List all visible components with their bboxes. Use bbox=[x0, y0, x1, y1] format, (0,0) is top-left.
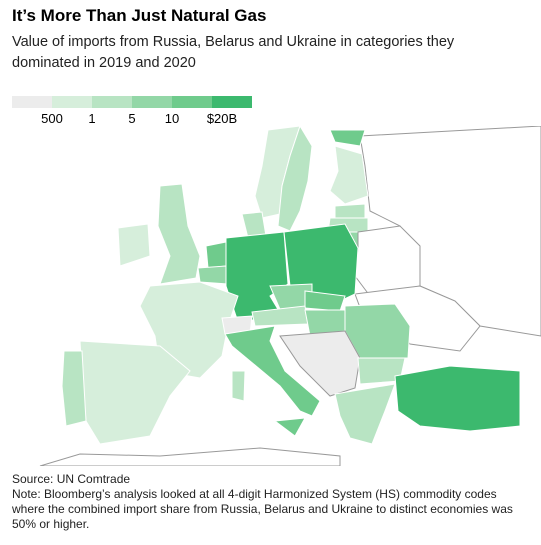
greece bbox=[334, 383, 396, 445]
africa bbox=[39, 447, 341, 466]
uk bbox=[157, 183, 201, 285]
source: Source: UN Comtrade bbox=[12, 472, 131, 486]
belgium bbox=[197, 265, 229, 285]
title: It’s More Than Just Natural Gas bbox=[12, 6, 267, 25]
subtitle: Value of imports from Russia, Belarus an… bbox=[12, 34, 455, 71]
north-russia bbox=[329, 129, 366, 147]
legend-label: 500 bbox=[41, 111, 63, 126]
countries bbox=[39, 126, 541, 466]
legend-swatch bbox=[12, 96, 52, 108]
balkans bbox=[279, 330, 361, 397]
netherlands bbox=[205, 241, 227, 269]
italy bbox=[224, 325, 321, 417]
sardinia bbox=[231, 370, 246, 402]
turkey bbox=[394, 365, 521, 432]
finland bbox=[329, 145, 369, 205]
footer: Source: UN Comtrade Note: Bloomberg’s an… bbox=[12, 472, 522, 532]
belarus bbox=[354, 225, 421, 297]
legend-swatch bbox=[172, 96, 212, 108]
legend-swatch bbox=[212, 96, 252, 108]
legend-label: 10 bbox=[164, 111, 180, 126]
portugal bbox=[61, 350, 87, 427]
map bbox=[39, 126, 541, 466]
ireland bbox=[117, 223, 151, 267]
sicily bbox=[273, 417, 306, 437]
legend-swatch bbox=[52, 96, 92, 108]
legend: 500 1 5 10 $20B bbox=[12, 96, 272, 128]
legend-swatch bbox=[92, 96, 132, 108]
legend-label: $20B bbox=[206, 111, 238, 126]
legend-label: 1 bbox=[88, 111, 96, 126]
legend-label: 5 bbox=[128, 111, 136, 126]
estonia bbox=[334, 203, 366, 219]
legend-swatch bbox=[132, 96, 172, 108]
note: Note: Bloomberg’s analysis looked at all… bbox=[12, 487, 513, 531]
